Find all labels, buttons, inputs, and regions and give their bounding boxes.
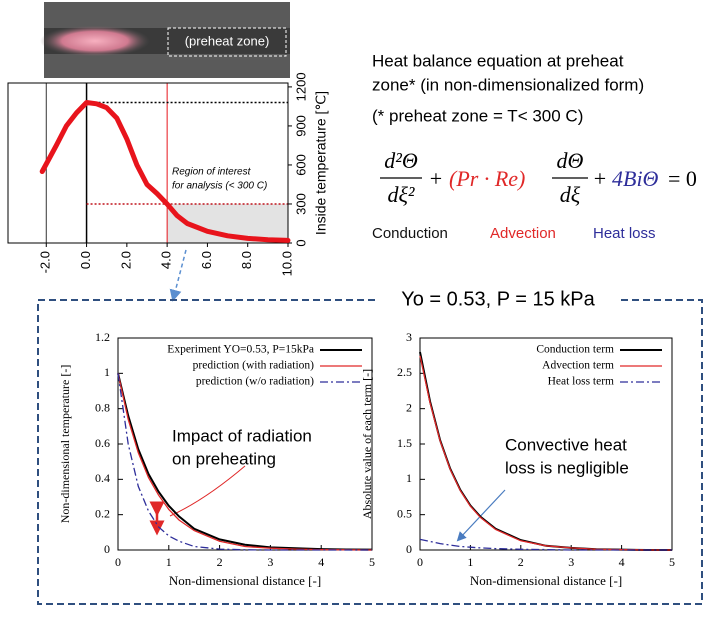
y-tick-label: 0.6 — [95, 436, 110, 450]
chart: 0 1 2 3 4 5 0 0.5 1 1.5 2 2.5 3 Absolute value of eac… — [360, 330, 675, 588]
zoom-arrow — [169, 249, 187, 302]
plot-frame — [7, 82, 289, 244]
y-tick-label: 1.5 — [397, 436, 412, 450]
y-tick-label: 1.2 — [95, 330, 110, 344]
header-line: (* preheat zone = T< 300 C) — [372, 106, 583, 125]
y-tick-label: 2 — [406, 400, 412, 414]
legend-label: prediction (w/o radiation) — [196, 376, 314, 388]
equation-part: dξ — [560, 182, 581, 207]
annotation: for analysis (< 300 C) — [172, 181, 267, 192]
preheat-box — [167, 27, 287, 57]
y-tick-label: 1 — [104, 365, 110, 379]
panel-frame — [37, 299, 703, 605]
x-tick-label: 3 — [568, 555, 574, 569]
y-axis-label: Non-dimensional temperature [-] — [58, 365, 72, 524]
chart: -2.0 0.0 2.0 4.0 6.0 8.0 10.0 0 300 600 900 1200 Ins… — [7, 72, 329, 276]
equation-part: dξ² — [387, 182, 414, 207]
equation-part: d²Θ — [384, 148, 418, 173]
pointer — [169, 465, 246, 517]
annotation: Convective heat — [505, 435, 627, 454]
legend-label: Conduction term — [536, 344, 614, 356]
y-tick-label: 1 — [406, 471, 412, 485]
y-tick-label: 600 — [293, 154, 308, 176]
y-axis-label: Absolute value of each term [-] — [360, 369, 374, 519]
x-tick-label: 0 — [417, 555, 423, 569]
panel-title-bg — [378, 288, 618, 312]
flame — [40, 25, 150, 57]
header-line: Heat balance equation at preheat — [372, 51, 624, 70]
x-tick-label: 2 — [518, 555, 524, 569]
x-tick-label: 3 — [267, 555, 273, 569]
x-tick-label: 8.0 — [239, 251, 254, 269]
y-tick-label: 0 — [104, 542, 110, 556]
x-tick-label: 2 — [217, 555, 223, 569]
x-tick-label: 4.0 — [159, 251, 174, 269]
legend-label: Advection term — [542, 360, 614, 372]
x-tick-label: 0.0 — [78, 251, 93, 269]
equation-part: 4BiΘ — [612, 166, 659, 191]
y-tick-label: 2.5 — [397, 365, 412, 379]
x-tick-label: 10.0 — [279, 251, 294, 276]
y-axis-label: Inside temperature [℃] — [313, 91, 329, 235]
equation-part: + — [430, 166, 442, 191]
y-tick-label: 900 — [293, 115, 308, 137]
y-tick-label: 3 — [406, 330, 412, 344]
equation-part: dΘ — [557, 148, 584, 173]
equation-part: (Pr · Re) — [449, 166, 525, 191]
x-tick-label: 0 — [115, 555, 121, 569]
panel-title: Yo = 0.53, P = 15 kPa — [401, 288, 595, 310]
annotation: loss is negligible — [505, 458, 629, 477]
x-tick-label: 4 — [318, 555, 324, 569]
line — [117, 373, 372, 551]
legend-label: Experiment YO=0.53, P=15kPa — [167, 344, 314, 356]
x-tick-label: 2.0 — [118, 251, 133, 269]
x-tick-label: 1 — [467, 555, 473, 569]
legend-label: prediction (with radiation) — [193, 360, 315, 372]
annotation: on preheating — [172, 449, 276, 468]
x-tick-label: 4 — [619, 555, 625, 569]
y-tick-label: 0 — [406, 542, 412, 556]
x-tick-label: 1 — [166, 555, 172, 569]
term-label: Advection — [490, 225, 556, 242]
pointer — [456, 489, 506, 542]
y-tick-label: 300 — [293, 193, 308, 215]
equation-part: + — [594, 166, 606, 191]
x-tick-label: 6.0 — [199, 251, 214, 269]
y-tick-label: 0 — [293, 239, 308, 246]
chart: 0 1 2 3 4 5 0 0.2 0.4 0.6 0.8 1 1.2 Non-dimensional t… — [58, 330, 375, 588]
x-tick-label: 5 — [669, 555, 675, 569]
header-line: zone* (in non-dimensionalized form) — [372, 75, 644, 94]
line — [39, 100, 291, 243]
term-label: Conduction — [372, 225, 448, 242]
x-tick-label: 5 — [369, 555, 375, 569]
line — [419, 538, 672, 551]
y-tick-label: 0.8 — [95, 400, 110, 414]
annotation: Region of interest — [172, 167, 252, 178]
x-axis-label: Non-dimensional distance [-] — [470, 573, 622, 588]
term-label: Heat loss — [593, 225, 656, 242]
y-tick-label: 1200 — [293, 72, 308, 101]
y-tick-label: 0.4 — [95, 471, 110, 485]
legend-label: Heat loss term — [548, 376, 614, 388]
y-tick-label: 0.2 — [95, 506, 110, 520]
x-tick-label: -2.0 — [38, 251, 53, 273]
y-tick-label: 0.5 — [397, 506, 412, 520]
photo-label: (preheat zone) — [185, 33, 270, 48]
equation-part: = 0 — [668, 166, 697, 191]
x-axis-label: Non-dimensional distance [-] — [169, 573, 321, 588]
annotation: Impact of radiation — [172, 426, 312, 445]
